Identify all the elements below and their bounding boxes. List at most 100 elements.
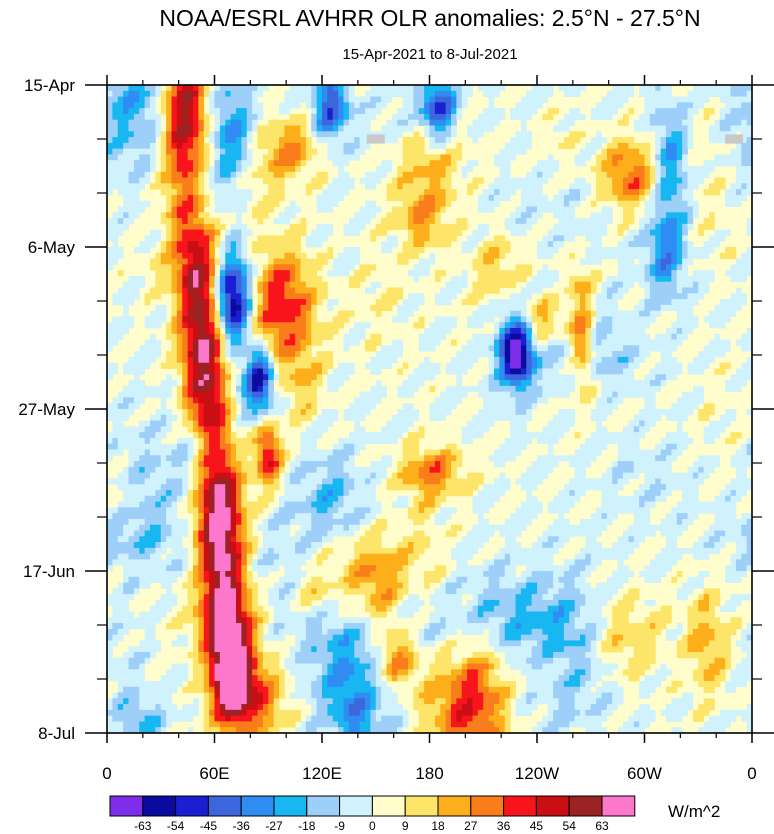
heatmap-cell [225,252,232,259]
heatmap-cell [187,223,194,231]
heatmap-cell [510,212,516,219]
heatmap-cell [262,333,269,340]
heatmap-cell [623,247,629,254]
heatmap-cell [687,362,694,369]
heatmap-cell [746,137,752,144]
heatmap-cell [262,281,269,288]
heatmap-cell [408,409,414,416]
heatmap-cell [230,356,237,364]
heatmap-cell [187,362,194,369]
heatmap-cell [123,368,129,375]
heatmap-cell [520,339,527,346]
heatmap-cell [472,160,479,167]
heatmap-cell [429,154,436,161]
heatmap-cell [617,137,624,144]
heatmap-cell [735,385,742,393]
heatmap-cell [133,437,140,445]
heatmap-cell [241,287,248,294]
heatmap-cell [644,391,651,398]
heatmap-cell [628,206,635,213]
heatmap-cell [472,333,479,340]
heatmap-cell [332,102,339,109]
heatmap-cell [230,345,237,352]
heatmap-cell [569,90,576,97]
heatmap-cell [289,270,296,277]
heatmap-cell [461,102,468,109]
heatmap-cell [719,322,726,329]
heatmap-cell [558,218,565,225]
heatmap-cell [230,113,237,121]
heatmap-cell [343,362,350,369]
heatmap-cell [574,281,581,288]
heatmap-cell [477,345,484,352]
heatmap-cell [171,339,178,346]
heatmap-cell [606,90,613,97]
heatmap-cell [494,351,500,358]
heatmap-cell [176,200,183,207]
heatmap-cell [472,241,479,248]
heatmap-cell [483,304,490,312]
heatmap-cell [107,368,113,375]
heatmap-cell [402,391,409,398]
heatmap-cell [386,160,393,167]
heatmap-cell [139,108,146,115]
heatmap-cell [671,345,678,352]
heatmap-cell [547,171,554,178]
heatmap-cell [477,247,484,254]
heatmap-cell [623,235,629,242]
heatmap-cell [182,322,189,329]
heatmap-cell [488,304,495,312]
heatmap-cell [348,368,355,375]
heatmap-cell [219,322,226,329]
heatmap-cell [596,322,602,329]
heatmap-cell [735,166,742,173]
heatmap-cell [633,229,640,236]
heatmap-cell [209,177,215,184]
heatmap-cell [413,414,420,421]
heatmap-cell [300,414,307,421]
heatmap-cell [246,414,253,421]
heatmap-cell [590,148,597,155]
heatmap-cell [311,409,318,416]
heatmap-cell [633,275,640,283]
heatmap-cell [526,362,533,369]
heatmap-cell [332,443,339,450]
heatmap-cell [730,113,737,121]
heatmap-cell [671,356,678,364]
heatmap-cell [596,189,602,196]
heatmap-cell [289,304,296,312]
heatmap-cell [445,385,452,393]
heatmap-cell [730,293,737,300]
heatmap-cell [612,345,619,352]
heatmap-cell [279,299,285,306]
heatmap-cell [531,90,538,97]
heatmap-cell [327,137,334,144]
heatmap-cell [692,281,699,288]
heatmap-cell [569,310,576,317]
heatmap-cell [440,200,447,207]
heatmap-cell [639,304,645,312]
heatmap-cell [305,96,312,103]
heatmap-cell [182,328,189,335]
heatmap-cell [241,339,248,346]
heatmap-cell [252,206,258,213]
heatmap-cell [176,403,183,410]
heatmap-cell [117,166,124,173]
heatmap-cell [381,351,387,358]
heatmap-cell [687,252,694,259]
heatmap-cell [230,397,237,404]
heatmap-cell [692,212,699,219]
heatmap-cell [413,247,420,254]
heatmap-cell [526,212,533,219]
heatmap-cell [623,333,629,340]
heatmap-cell [322,131,328,138]
heatmap-cell [649,206,656,213]
heatmap-cell [558,374,565,381]
heatmap-cell [719,90,726,97]
heatmap-cell [284,356,291,364]
heatmap-cell [644,160,651,167]
heatmap-cell [209,374,215,381]
heatmap-cell [252,374,258,381]
heatmap-cell [580,194,586,202]
heatmap-cell [150,258,156,265]
